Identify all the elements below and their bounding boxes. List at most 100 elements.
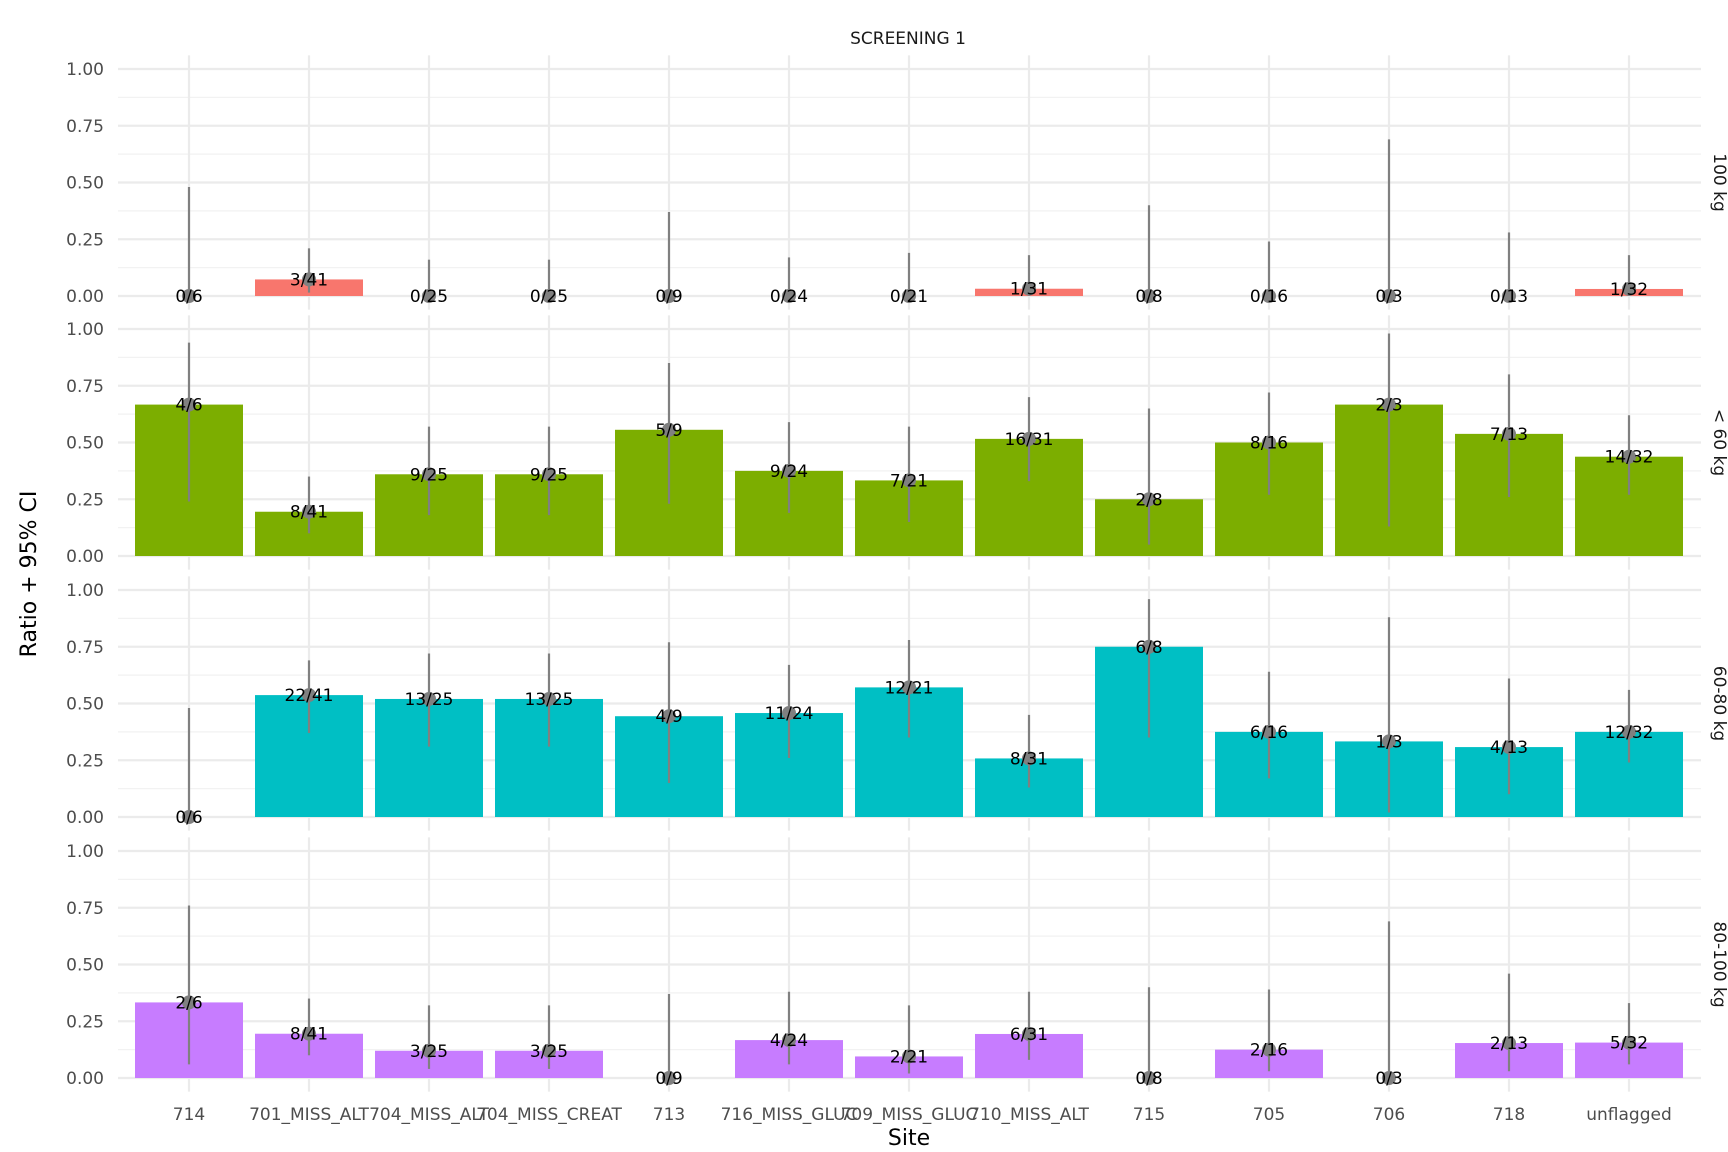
ratio-point xyxy=(782,706,796,721)
data-label: 0/3 xyxy=(1375,287,1402,307)
ratio-point xyxy=(1022,1026,1036,1041)
data-label: 0/21 xyxy=(890,287,928,307)
data-label: 0/24 xyxy=(770,287,808,307)
data-label: 4/9 xyxy=(655,707,682,727)
data-label: 8/31 xyxy=(1010,749,1048,769)
data-label: 1/32 xyxy=(1610,280,1648,300)
ratio-point xyxy=(1622,281,1636,296)
ratio-point xyxy=(1502,740,1516,755)
data-label: 2/8 xyxy=(1135,490,1162,510)
ratio-point xyxy=(1142,1071,1156,1085)
y-tick-label: 1.00 xyxy=(66,60,104,80)
ratio-point xyxy=(182,995,196,1010)
ratio-point xyxy=(1262,724,1276,739)
data-label: 12/21 xyxy=(885,678,934,698)
y-tick-label: 0.00 xyxy=(66,547,104,567)
data-label: 2/21 xyxy=(890,1047,928,1067)
data-label: 6/16 xyxy=(1250,723,1288,743)
y-tick-label: 0.00 xyxy=(66,808,104,828)
x-tick-label: unflagged xyxy=(1586,1105,1672,1125)
data-label: 6/8 xyxy=(1135,638,1162,658)
ratio-point xyxy=(662,1071,676,1085)
data-label: 6/31 xyxy=(1010,1025,1048,1045)
data-label: 5/32 xyxy=(1610,1034,1648,1054)
x-axis-title: Site xyxy=(888,1126,930,1151)
ratio-point xyxy=(1382,289,1396,303)
data-label: 11/24 xyxy=(765,704,814,724)
facet-strip-label: 60-80 kg xyxy=(1709,666,1728,741)
y-tick-label: 1.00 xyxy=(66,842,104,862)
data-label: 0/25 xyxy=(530,287,568,307)
ratio-point xyxy=(1142,492,1156,507)
data-label: 0/8 xyxy=(1135,1069,1162,1089)
ratio-point xyxy=(182,810,196,824)
data-label: 0/13 xyxy=(1490,287,1528,307)
data-label: 13/25 xyxy=(405,690,454,710)
data-label: 14/32 xyxy=(1605,448,1654,468)
y-tick-label: 1.00 xyxy=(66,320,104,340)
y-tick-label: 0.25 xyxy=(66,1012,104,1032)
ratio-point xyxy=(422,691,436,706)
data-label: 9/25 xyxy=(410,465,448,485)
ratio-point xyxy=(1502,289,1516,303)
ratio-point xyxy=(1142,289,1156,303)
y-tick-label: 0.75 xyxy=(66,377,104,397)
ratio-point xyxy=(1622,724,1636,739)
ratio-point xyxy=(1622,1035,1636,1050)
ratio-point xyxy=(662,289,676,303)
data-label: 16/31 xyxy=(1005,430,1054,450)
y-tick-label: 0.75 xyxy=(66,899,104,919)
y-tick-label: 0.25 xyxy=(66,230,104,250)
ratio-point xyxy=(1022,281,1036,296)
ratio-point xyxy=(902,680,916,695)
data-label: 3/25 xyxy=(410,1042,448,1062)
data-label: 2/3 xyxy=(1375,396,1402,416)
ratio-point xyxy=(302,688,316,703)
ratio-point xyxy=(902,1049,916,1064)
data-label: 1/3 xyxy=(1375,732,1402,752)
data-label: 2/13 xyxy=(1490,1034,1528,1054)
x-tick-label: 718 xyxy=(1493,1105,1525,1125)
data-label: 0/6 xyxy=(175,808,202,828)
ratio-point xyxy=(1622,449,1636,464)
x-tick-label: 710_MISS_ALT xyxy=(969,1105,1089,1125)
ratio-point xyxy=(782,1033,796,1048)
ratio-point xyxy=(1022,431,1036,446)
ratio-point xyxy=(1382,734,1396,749)
ratio-point xyxy=(302,272,316,287)
ratio-point xyxy=(902,289,916,303)
data-label: 5/9 xyxy=(655,421,682,441)
data-label: 13/25 xyxy=(525,690,574,710)
ratio-point xyxy=(1382,1071,1396,1085)
y-tick-label: 0.00 xyxy=(66,287,104,307)
data-label: 8/41 xyxy=(290,503,328,523)
ratio-point xyxy=(1382,397,1396,412)
data-label: 12/32 xyxy=(1605,723,1654,743)
ratio-point xyxy=(662,422,676,437)
ratio-point xyxy=(1142,639,1156,654)
y-tick-label: 0.25 xyxy=(66,751,104,771)
x-tick-label: 701_MISS_ALT xyxy=(249,1105,369,1125)
data-label: 2/16 xyxy=(1250,1041,1288,1061)
data-label: 0/16 xyxy=(1250,287,1288,307)
ratio-point xyxy=(782,463,796,478)
data-label: 2/6 xyxy=(175,993,202,1013)
y-tick-label: 0.50 xyxy=(66,695,104,715)
y-tick-label: 0.50 xyxy=(66,174,104,194)
ratio-point xyxy=(542,1043,556,1058)
data-label: 22/41 xyxy=(285,686,334,706)
facet-strip-label: 100 kg xyxy=(1709,153,1728,212)
data-label: 8/41 xyxy=(290,1025,328,1045)
data-label: 8/16 xyxy=(1250,434,1288,454)
y-tick-label: 0.50 xyxy=(66,956,104,976)
ratio-point xyxy=(422,289,436,303)
ratio-point xyxy=(1502,426,1516,441)
x-tick-label: 716_MISS_GLUC xyxy=(721,1105,858,1125)
ratio-point xyxy=(542,691,556,706)
y-axis-title: Ratio + 95% CI xyxy=(17,491,42,658)
x-tick-label: 705 xyxy=(1253,1105,1285,1125)
y-tick-label: 0.50 xyxy=(66,434,104,454)
data-label: 9/24 xyxy=(770,462,808,482)
ratio-point xyxy=(1262,435,1276,450)
